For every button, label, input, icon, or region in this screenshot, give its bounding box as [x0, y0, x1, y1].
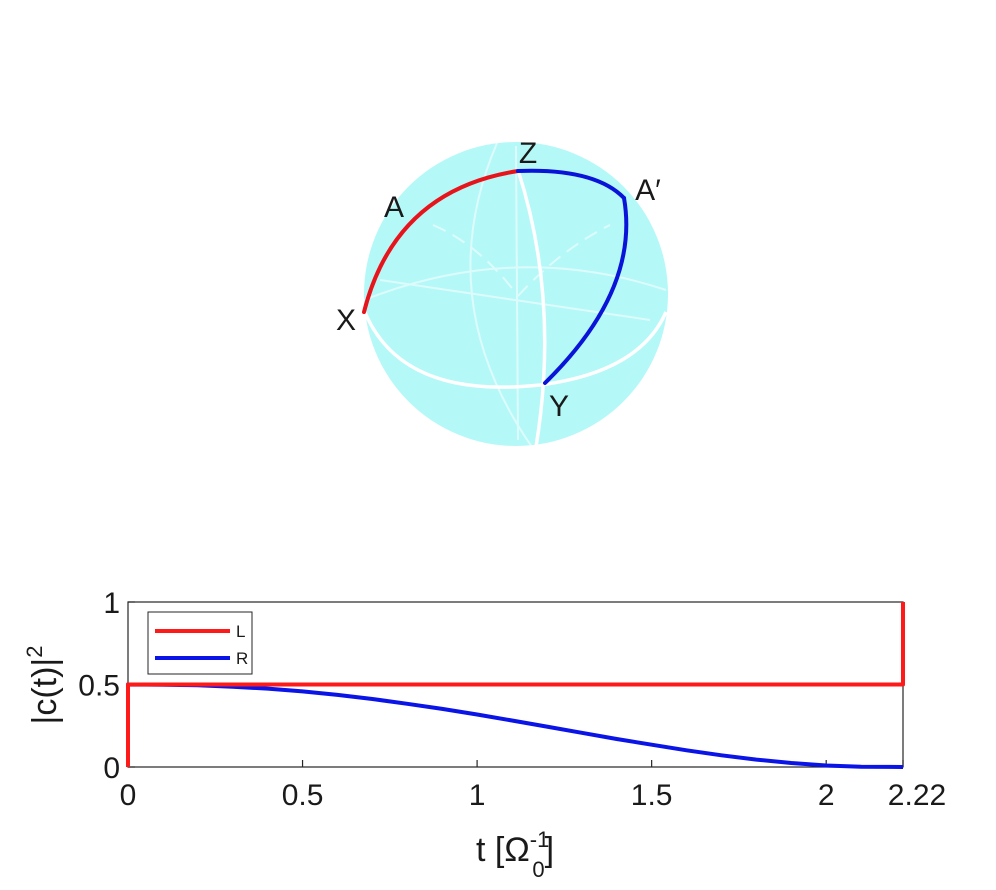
- label-y: Y: [549, 390, 569, 423]
- bloch-sphere: Z A A′ X Y: [336, 137, 668, 448]
- label-x: X: [336, 304, 356, 337]
- y-tick-label: 0.5: [78, 670, 120, 703]
- back-axis-diagonal: [379, 279, 651, 321]
- trajectory-arc-blue-top: [516, 168, 626, 200]
- y-axis-ticks: 00.51: [78, 587, 135, 785]
- back-arc-upper: [432, 224, 519, 297]
- sphere-front-gridlines: [362, 169, 668, 448]
- sphere-back-gridlines: [363, 142, 667, 448]
- series-lines: [126, 602, 905, 769]
- back-axis-vertical: [515, 145, 519, 441]
- x-tick-label: 2.22: [888, 779, 946, 812]
- x-tick-label: 2: [818, 779, 835, 812]
- x-tick-label: 0.5: [282, 779, 324, 812]
- legend-label-l: L: [236, 622, 245, 641]
- x-tick-label: 0: [120, 779, 137, 812]
- y-axis-label: |c(t)|2: [22, 645, 64, 724]
- trajectory-arc-blue-down: [543, 196, 629, 385]
- x-axis-label: t [Ω-1 0]: [476, 827, 554, 882]
- population-chart: 00.51 0 0.5 1 1.5 2 2.22 L R t [Ω-1 0] |c(t)|2: [22, 587, 946, 882]
- label-a: A: [384, 191, 404, 224]
- y-tick-label: 1: [103, 587, 120, 620]
- legend-label-r: R: [236, 649, 248, 668]
- x-tick-label: 1: [469, 779, 486, 812]
- x-axis-label-subsup: -1 0: [530, 827, 550, 882]
- x-axis-ticks: 0 0.5 1 1.5 2 2.22: [120, 760, 946, 812]
- label-a-prime: A′: [635, 174, 661, 207]
- front-meridian: [516, 169, 547, 448]
- front-equator: [362, 309, 668, 389]
- legend: L R: [147, 611, 253, 675]
- label-z: Z: [519, 137, 537, 170]
- legend-box: [147, 611, 253, 675]
- y-tick-label: 0: [103, 752, 120, 785]
- sphere-body: [364, 142, 668, 446]
- back-equator: [363, 266, 667, 301]
- x-tick-label: 1.5: [631, 779, 673, 812]
- back-meridian: [469, 142, 533, 448]
- back-arc-right: [517, 224, 611, 297]
- trajectory-arc-red: [362, 169, 520, 314]
- series-line-l: [126, 602, 905, 767]
- series-line-r: [126, 682, 904, 769]
